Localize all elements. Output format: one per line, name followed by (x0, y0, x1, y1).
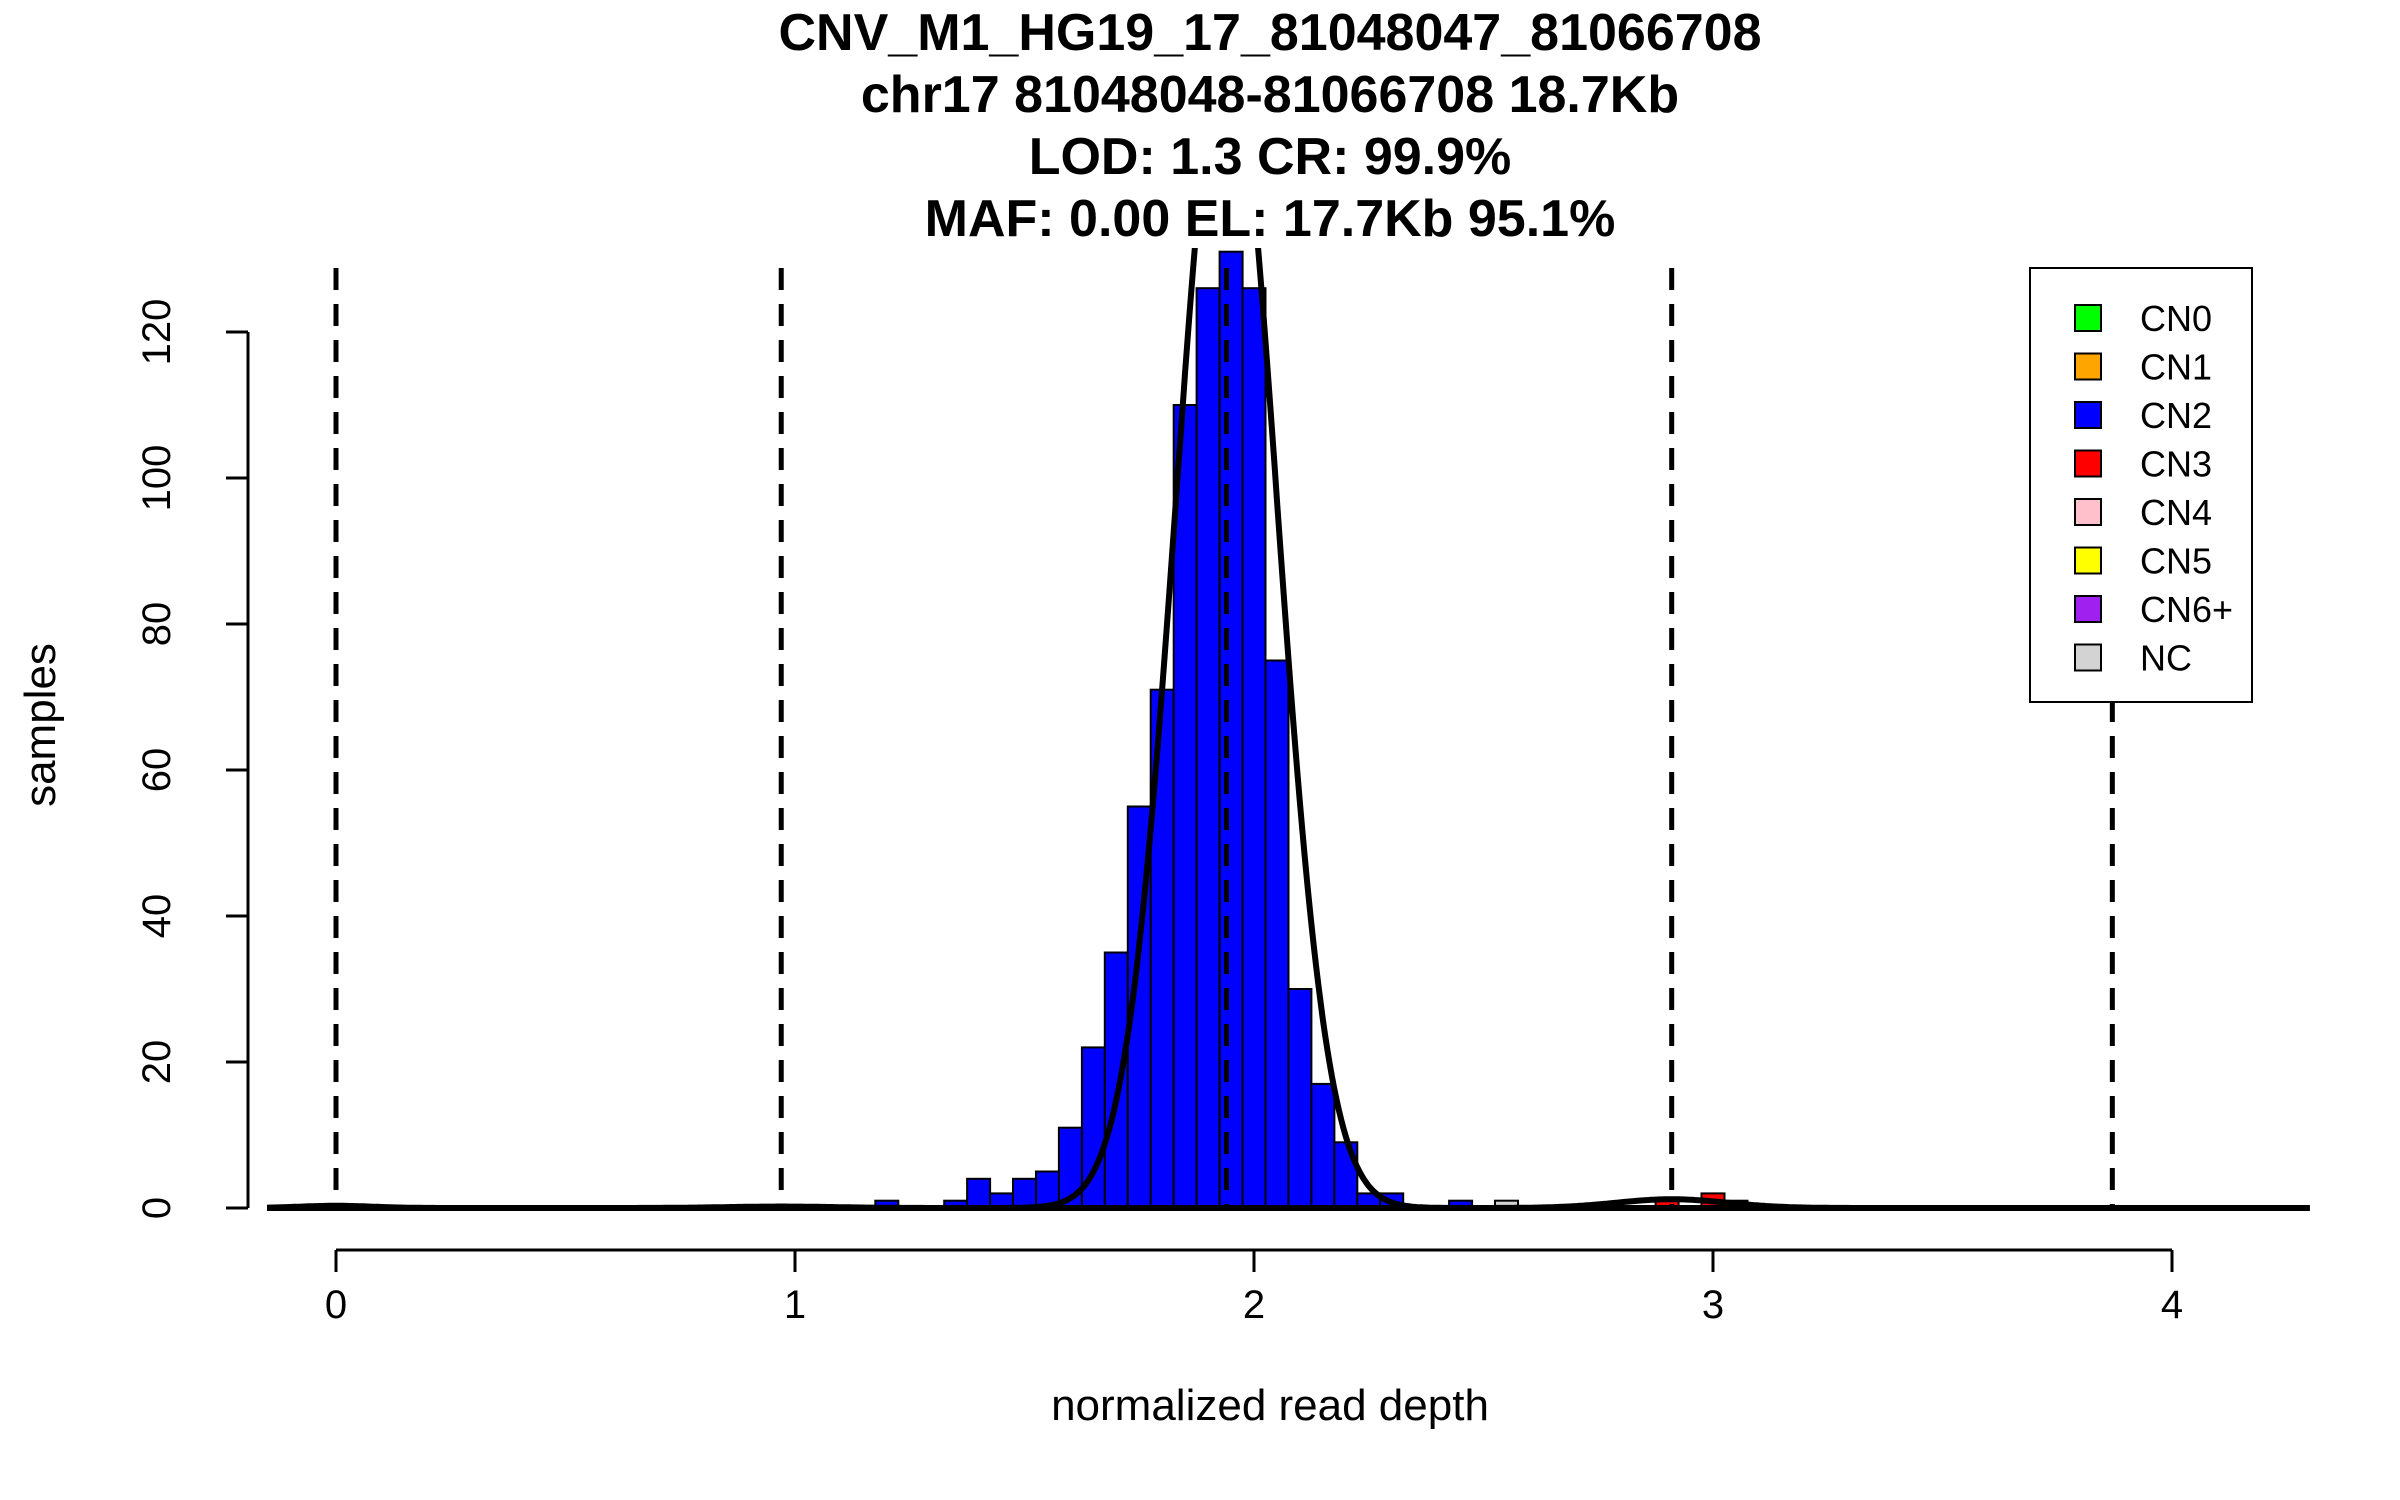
legend-label: CN6+ (2140, 589, 2233, 630)
histogram-bar (1012, 1177, 1037, 1210)
fit-curves (267, 248, 2310, 1211)
histogram-bar (1287, 988, 1313, 1209)
legend-label: CN2 (2140, 395, 2212, 436)
legend-swatch (2074, 449, 2102, 478)
y-tick-label: 60 (135, 748, 179, 793)
histogram-bar (1195, 287, 1221, 1209)
x-tick-label: 3 (1702, 1283, 1724, 1327)
y-axis-label: samples (16, 643, 65, 807)
x-tick-label: 1 (784, 1283, 806, 1327)
legend-swatch (2074, 401, 2102, 429)
x-tick-label: 2 (1243, 1283, 1265, 1327)
legend-label: CN1 (2140, 347, 2212, 388)
legend-swatch (2074, 595, 2102, 623)
legend-swatch (2074, 643, 2102, 672)
y-tick-label: 20 (135, 1040, 179, 1085)
x-axis: 0 1 2 3 4 (325, 1248, 2183, 1327)
y-tick-label: 120 (135, 299, 179, 366)
legend-label: CN4 (2140, 492, 2212, 533)
histogram-bar (1103, 951, 1129, 1209)
histogram-bars (268, 250, 2297, 1210)
legend-swatch (2074, 304, 2102, 332)
legend-label: NC (2140, 638, 2192, 679)
x-axis-label: normalized read depth (1051, 1381, 1489, 1430)
histogram-bar (1241, 287, 1267, 1209)
y-tick-label: 80 (135, 602, 179, 647)
y-axis: 0 20 40 60 80 100 120 (135, 299, 250, 1219)
legend-label: CN5 (2140, 541, 2212, 582)
legend-box (2029, 267, 2253, 703)
title-line-4: MAF: 0.00 EL: 17.7Kb 95.1% (925, 190, 1616, 248)
x-tick-label: 0 (325, 1283, 347, 1327)
y-tick-label: 100 (135, 445, 179, 512)
x-tick-label: 4 (2161, 1283, 2183, 1327)
legend-label: CN3 (2140, 444, 2212, 485)
histogram-bar (1264, 659, 1290, 1209)
histogram-bar (1310, 1082, 1336, 1210)
title-line-3: LOD: 1.3 CR: 99.9% (1029, 128, 1512, 186)
title-line-1: CNV_M1_HG19_17_81048047_81066708 (778, 4, 1761, 62)
legend: CN0 CN1 CN2 CN3 CN4 CN5 CN6+ NC (2029, 267, 2253, 703)
legend-swatch (2074, 498, 2102, 526)
chart-title: CNV_M1_HG19_17_81048047_81066708 chr17 8… (778, 4, 1761, 248)
fit-curve (267, 1202, 2310, 1211)
histogram-bar (966, 1177, 992, 1210)
legend-swatch (2074, 352, 2102, 381)
histogram-bar (1218, 250, 1244, 1209)
y-tick-label: 0 (135, 1197, 179, 1219)
legend-swatch (2074, 546, 2102, 575)
legend-label: CN0 (2140, 298, 2212, 339)
y-tick-label: 40 (135, 894, 179, 939)
title-line-2: chr17 81048048-81066708 18.7Kb (861, 66, 1679, 124)
